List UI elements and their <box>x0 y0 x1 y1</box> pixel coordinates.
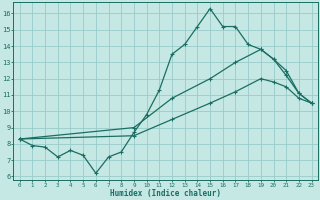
X-axis label: Humidex (Indice chaleur): Humidex (Indice chaleur) <box>110 189 221 198</box>
